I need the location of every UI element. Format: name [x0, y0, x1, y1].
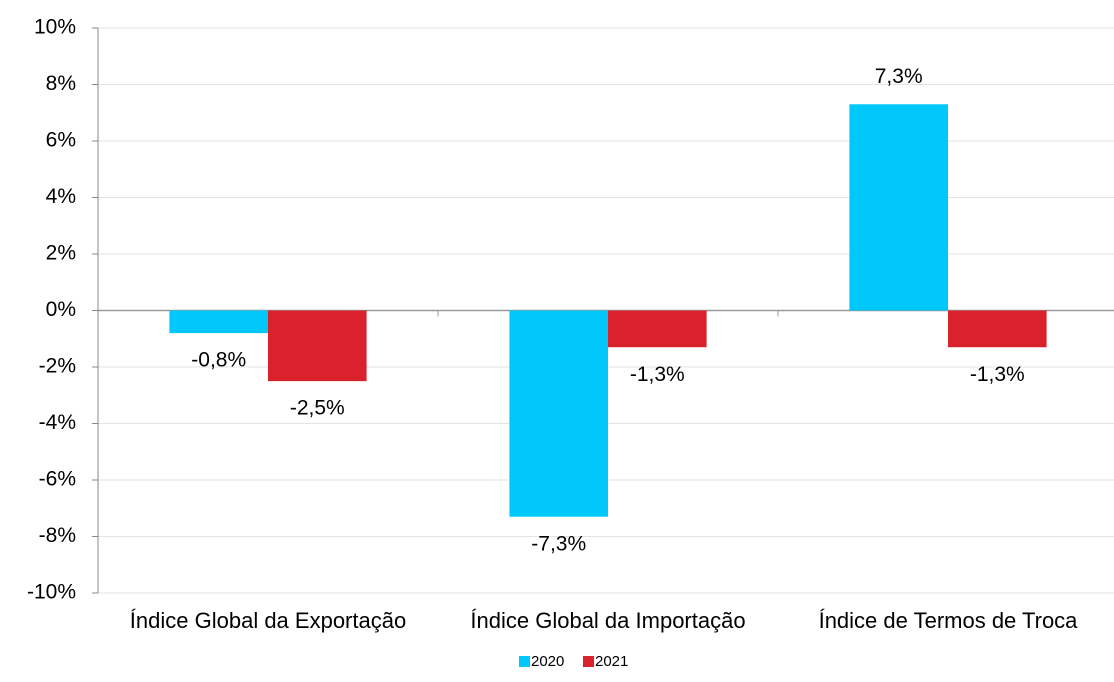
legend-swatch [583, 656, 594, 667]
x-tick-label: Índice Global da Importação [470, 608, 745, 633]
bar [948, 310, 1047, 348]
y-tick-label: 4% [46, 185, 76, 208]
y-tick-label: -2% [39, 355, 76, 378]
value-label: -7,3% [531, 532, 586, 555]
bar [608, 310, 707, 348]
bar [509, 310, 608, 517]
value-label: -1,3% [970, 363, 1025, 386]
bar [268, 310, 367, 382]
y-tick-label: 10% [34, 16, 76, 39]
legend-label: 2021 [595, 653, 628, 670]
bar [849, 104, 948, 311]
value-label: 7,3% [875, 65, 923, 88]
legend-label: 2020 [531, 653, 564, 670]
value-label: -0,8% [191, 349, 246, 372]
value-label: -1,3% [630, 363, 685, 386]
value-label: -2,5% [290, 397, 345, 420]
bar [169, 310, 268, 334]
y-tick-label: -6% [39, 468, 76, 491]
y-tick-label: 0% [46, 298, 76, 321]
legend-swatch [519, 656, 530, 667]
y-tick-label: -10% [27, 581, 76, 604]
y-tick-label: -8% [39, 524, 76, 547]
y-tick-label: 2% [46, 242, 76, 265]
y-tick-label: -4% [39, 411, 76, 434]
y-tick-label: 8% [46, 72, 76, 95]
x-tick-label: Índice Global da Exportação [130, 608, 406, 633]
x-tick-label: Índice de Termos de Troca [819, 608, 1079, 633]
y-tick-label: 6% [46, 129, 76, 152]
